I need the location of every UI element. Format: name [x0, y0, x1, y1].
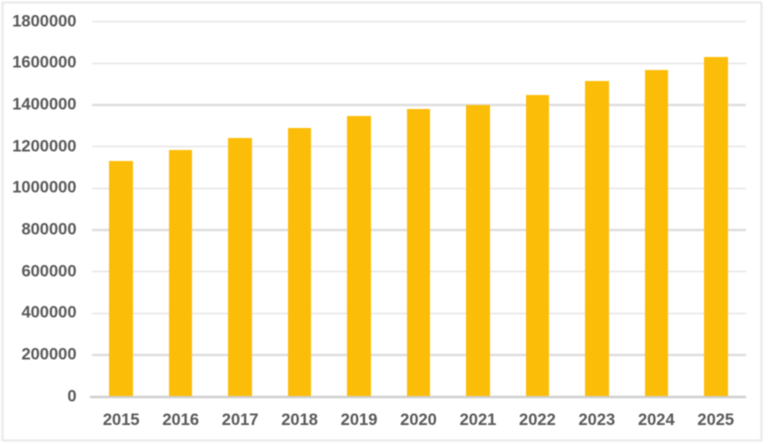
bar-2024	[644, 70, 669, 396]
bar-2019	[347, 115, 371, 396]
x-axis-tick-label: 2022	[519, 410, 556, 429]
bar-2023	[585, 81, 609, 396]
x-axis-tick-label: 2019	[340, 410, 378, 429]
y-axis-tick-label: 1600000	[12, 53, 77, 72]
x-axis-tick-label: 2021	[459, 410, 497, 429]
y-axis-tick-label: 1200000	[12, 137, 77, 156]
y-gridline	[91, 62, 746, 65]
bar-2022	[525, 95, 550, 396]
y-axis-tick-label: 200000	[21, 345, 77, 364]
bar-2017	[228, 138, 252, 396]
bar-2015	[109, 161, 133, 396]
x-axis-tick-label: 2018	[281, 410, 318, 429]
x-axis-tick-label: 2015	[102, 410, 140, 429]
y-axis-tick-label: 400000	[21, 303, 77, 322]
bar-2021	[466, 105, 490, 396]
y-axis-tick-label: 1400000	[12, 95, 77, 114]
y-gridline	[91, 21, 746, 23]
x-axis-tick-label: 2024	[637, 410, 675, 429]
y-axis-tick-label: 1000000	[12, 178, 77, 197]
x-axis-tick-label: 2017	[221, 410, 259, 429]
x-axis-line	[90, 395, 746, 398]
y-axis-tick-label: 600000	[21, 262, 77, 281]
bar-2025	[704, 56, 728, 396]
x-axis-tick-label: 2023	[578, 410, 616, 429]
x-axis-tick-label: 2025	[697, 410, 735, 429]
y-axis-tick-label: 1800000	[12, 12, 77, 31]
bar-2020	[406, 108, 431, 396]
x-axis-tick-label: 2016	[162, 410, 200, 429]
y-axis-tick-label: 0	[67, 387, 77, 406]
bar-2018	[287, 127, 312, 396]
bar-2016	[168, 149, 193, 396]
y-axis-tick-label: 800000	[21, 220, 77, 239]
y-gridline	[91, 104, 746, 106]
x-axis-tick-label: 2020	[400, 410, 437, 429]
